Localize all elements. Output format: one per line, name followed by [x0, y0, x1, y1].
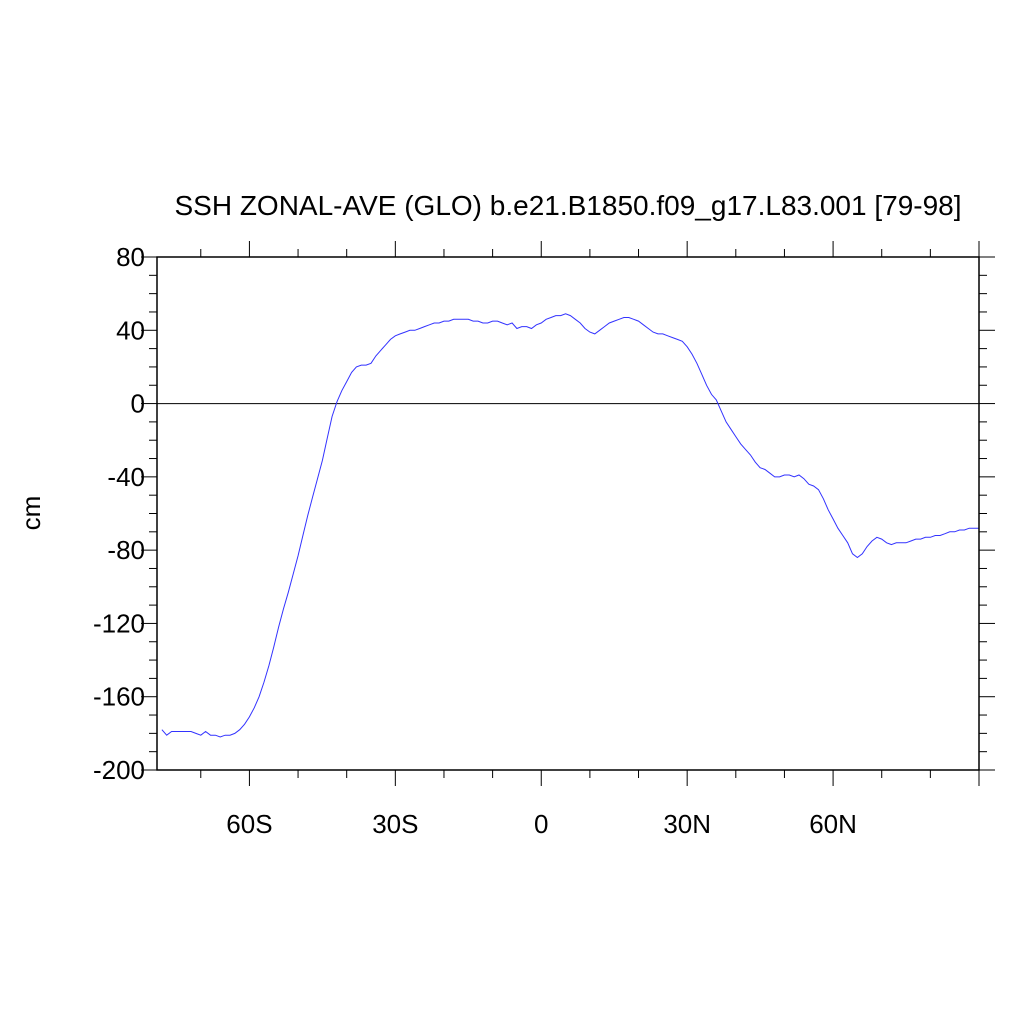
chart-title: SSH ZONAL-AVE (GLO) b.e21.B1850.f09_g17.…: [174, 190, 961, 221]
y-tick-label: -40: [107, 462, 145, 492]
series-line: [161, 313, 979, 738]
y-tick-label: -80: [107, 535, 145, 565]
y-tick-label: 0: [131, 389, 145, 419]
y-tick-label: -120: [93, 608, 145, 638]
y-tick-label: -200: [93, 755, 145, 785]
y-tick-label: 40: [116, 315, 145, 345]
x-tick-label: 60N: [809, 809, 857, 839]
x-tick-label: 0: [534, 809, 548, 839]
y-tick-label: -160: [93, 682, 145, 712]
x-tick-label: 30S: [372, 809, 418, 839]
y-axis-label: cm: [16, 496, 46, 531]
plot-frame: [156, 256, 980, 771]
x-tick-label: 30N: [663, 809, 711, 839]
y-tick-label: 80: [116, 242, 145, 272]
x-tick-label: 60S: [226, 809, 272, 839]
tick-labels: 80 40 0 -40 -80 -120 -160 -200 60S 30S 0 30N 60N: [93, 242, 857, 839]
tick-marks: [141, 241, 995, 786]
